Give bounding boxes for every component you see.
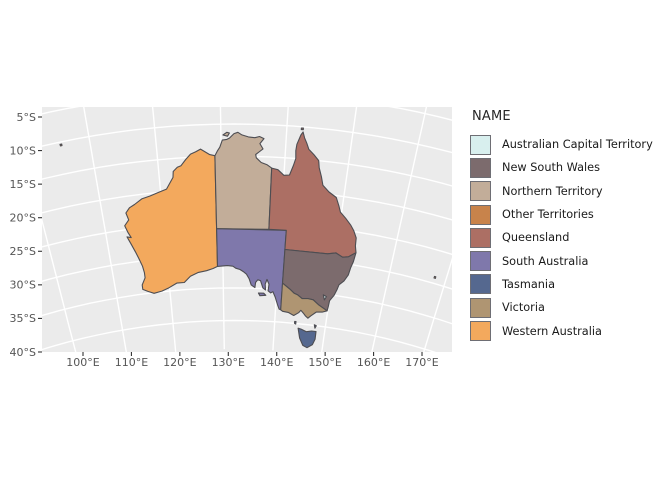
y-tick-label: 20°S [10,212,36,225]
legend-entry: New South Wales [470,156,670,179]
legend-entry: Victoria [470,296,670,319]
state-south-australia [257,292,267,297]
state-northern-territory [214,131,273,230]
x-tick-label: 120°E [163,356,196,369]
x-tick-label: 160°E [357,356,390,369]
x-tick-label: 130°E [212,356,245,369]
parallel-gridline [42,319,437,352]
legend-swatch [470,134,491,155]
x-tick-label: 100°E [66,356,99,369]
states-layer [59,127,437,349]
legend-entry: Other Territories [470,203,670,226]
parallel-gridline [42,287,452,325]
legend-title: NAME [472,109,511,124]
state-northern-territory [222,131,230,137]
legend-entry-label: Queensland [502,231,570,245]
legend-swatch [470,321,491,342]
legend-entry: Northern Territory [470,180,670,203]
legend-entry: Western Australia [470,319,670,342]
parallel-gridline [42,107,452,121]
y-tick-label: 25°S [10,245,36,258]
legend-entry-label: South Australia [502,254,589,268]
y-tick-label: 35°S [10,312,36,325]
meridian-gridline [371,107,428,352]
state-victoria [280,282,328,319]
y-tick-label: 40°S [10,346,36,359]
legend-swatch [470,227,491,248]
state-tasmania [297,327,317,349]
meridian-gridline [423,257,452,352]
legend-entry: Australian Capital Territory [470,133,670,156]
axes: 100°E 110°E 120°E 130°E 140°E 150°E 160°E 170°E… [10,111,439,369]
legend: NAME Australian Capital Territory New Sou… [470,109,670,343]
y-tick-label: 5°S [17,111,36,124]
state-other-territories [433,275,437,279]
legend-swatch [470,204,491,225]
legend-entry: Queensland [470,226,670,249]
legend-entry-label: Tasmania [502,277,555,291]
legend-swatch [470,157,491,178]
meridian-gridline [42,217,77,352]
legend-entry-label: Victoria [502,301,545,315]
x-tick-label: 110°E [115,356,148,369]
legend-entry-label: Northern Territory [502,184,603,198]
y-tick-label: 15°S [10,178,36,191]
legend-entry: South Australia [470,249,670,272]
state-australian-capital-territory [322,294,327,301]
x-tick-label: 150°E [308,356,341,369]
legend-swatch [470,251,491,272]
meridian-gridline [83,107,128,352]
legend-entry: Tasmania [470,273,670,296]
legend-entry-label: Australian Capital Territory [502,138,653,152]
legend-swatch [470,297,491,318]
state-tasmania [293,320,297,325]
state-other-territories [59,143,63,147]
legend-entry-label: Western Australia [502,324,602,338]
legend-entry-label: Other Territories [502,208,594,222]
legend-entry-label: New South Wales [502,161,600,175]
state-tasmania [313,324,317,329]
x-tick-label: 140°E [260,356,293,369]
legend-swatch [470,274,491,295]
y-tick-label: 30°S [10,279,36,292]
x-tick-label: 170°E [405,356,438,369]
y-tick-label: 10°S [10,144,36,157]
state-queensland [300,127,304,131]
state-south-australia [216,228,287,311]
legend-swatch [470,181,491,202]
parallel-gridline [42,123,452,154]
legend-entries: Australian Capital Territory New South Wa… [470,133,670,343]
state-western-australia [124,148,219,294]
